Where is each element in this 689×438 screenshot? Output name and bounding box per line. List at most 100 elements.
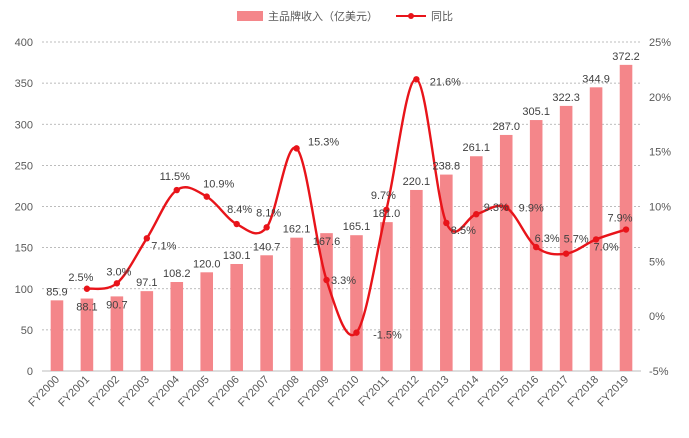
x-tick-label: FY2015 — [476, 374, 512, 410]
line-data-label: 7.9% — [607, 213, 632, 225]
right-tick-label: -5% — [649, 366, 669, 378]
line-data-label: 7.1% — [151, 240, 176, 252]
right-tick-label: 10% — [649, 202, 671, 214]
left-axis-ticks: 0 50 100 150 200 250 300 350 400 — [15, 37, 33, 378]
right-tick-label: 15% — [649, 147, 671, 159]
bar — [619, 64, 633, 371]
right-tick-label: 20% — [649, 92, 671, 104]
bar — [200, 272, 214, 371]
bar — [230, 263, 243, 371]
line-series — [83, 76, 630, 337]
x-tick-label: FY2016 — [506, 374, 542, 410]
x-tick-label: FY2010 — [326, 374, 362, 410]
x-tick-label: FY2013 — [416, 374, 452, 410]
bar-data-label: 305.1 — [522, 106, 550, 118]
legend-line-marker — [408, 13, 414, 19]
x-tick-label: FY2017 — [536, 374, 572, 410]
bar — [589, 87, 603, 371]
bar — [80, 298, 94, 371]
bar-data-label: 165.1 — [343, 221, 371, 233]
bar-data-label: 372.2 — [612, 51, 640, 63]
bar-data-label: 85.9 — [46, 286, 67, 298]
right-tick-label: 25% — [649, 37, 671, 49]
line-data-label: 2.5% — [68, 272, 93, 284]
legend-bar-swatch — [237, 11, 263, 21]
line-data-label: 9.3% — [484, 202, 509, 214]
line-point — [83, 285, 91, 292]
line-point — [233, 220, 240, 228]
line-data-label: 15.3% — [308, 136, 339, 148]
line-point — [562, 250, 570, 257]
line-point — [173, 186, 180, 194]
bar — [559, 105, 573, 371]
left-tick-label: 150 — [15, 243, 33, 255]
line-data-label: 7.0% — [594, 241, 619, 253]
bar — [380, 222, 393, 371]
bar-data-label: 261.1 — [463, 142, 491, 154]
x-tick-label: FY2008 — [266, 374, 302, 410]
line-point — [143, 235, 151, 242]
line-data-labels: 2.5% 3.0% 7.1% 11.5% 10.9% 8.4% 8.1% 15.3% 3.3% -… — [68, 76, 632, 341]
bar — [350, 235, 363, 371]
line-data-label: 6.3% — [535, 233, 560, 245]
line-data-label: 5.7% — [564, 234, 589, 246]
bar-data-label: 344.9 — [582, 73, 610, 85]
line-data-label: 10.9% — [203, 179, 234, 191]
x-tick-label: FY2009 — [296, 374, 332, 410]
bar — [260, 255, 273, 371]
bar-data-label: 88.1 — [76, 302, 97, 314]
bar — [320, 233, 333, 371]
line-data-label: 8.5% — [451, 225, 476, 237]
line-data-label: 9.7% — [371, 190, 396, 202]
line-point — [203, 193, 210, 200]
legend-line-label: 同比 — [431, 10, 453, 23]
bar-data-label: 220.1 — [403, 176, 431, 188]
line-point — [532, 243, 540, 251]
bar-data-label: 322.3 — [552, 92, 580, 104]
right-tick-label: 5% — [649, 256, 665, 268]
line-data-label: 3.3% — [331, 275, 356, 287]
x-tick-label: FY2019 — [595, 374, 631, 410]
x-tick-label: FY2001 — [56, 374, 92, 410]
bar-data-label: 120.0 — [193, 258, 221, 270]
line-data-label: 9.9% — [519, 203, 544, 215]
legend: 主品牌收入（亿美元） 同比 — [237, 9, 453, 23]
bar — [290, 237, 303, 371]
line-point — [413, 76, 420, 83]
line-point — [592, 236, 600, 243]
bar — [110, 296, 124, 371]
legend-bar-label: 主品牌收入（亿美元） — [268, 9, 378, 23]
line-data-label: 21.6% — [430, 76, 461, 88]
left-tick-label: 0 — [27, 366, 33, 378]
line-data-label: 8.4% — [227, 204, 252, 216]
line-point — [113, 280, 121, 287]
bar-data-labels: 85.9 88.1 90.7 97.1 108.2120.0130.1140.7162.… — [46, 51, 640, 314]
bar-data-label: 287.0 — [492, 121, 520, 133]
bar — [469, 156, 483, 371]
bar-data-label: 97.1 — [136, 277, 157, 289]
x-tick-label: FY2005 — [176, 374, 212, 410]
bar-data-label: 167.6 — [313, 236, 341, 248]
bar — [140, 291, 154, 371]
left-tick-label: 400 — [15, 37, 33, 49]
right-axis-ticks: -5% 0% 5% 10% 15% 20% 25% — [649, 37, 671, 378]
left-tick-label: 350 — [15, 78, 33, 90]
line-point — [473, 210, 480, 218]
bar — [50, 300, 64, 371]
left-tick-label: 200 — [15, 202, 33, 214]
bar — [410, 189, 423, 371]
x-tick-label: FY2004 — [146, 374, 182, 410]
x-tick-label: FY2018 — [565, 374, 601, 410]
bar — [170, 282, 184, 371]
bar-series — [50, 64, 633, 371]
yoy-line — [86, 78, 627, 337]
line-point — [622, 226, 630, 233]
x-tick-label: FY2011 — [356, 374, 391, 409]
left-tick-label: 250 — [15, 160, 33, 172]
line-point — [263, 224, 270, 231]
bar-data-label: 130.1 — [223, 250, 251, 262]
line-data-label: 11.5% — [160, 171, 191, 183]
x-axis-ticks: FY2000FY2001FY2002FY2003FY2004FY2005FY20… — [26, 374, 631, 410]
bar-data-label: 162.1 — [283, 224, 311, 236]
